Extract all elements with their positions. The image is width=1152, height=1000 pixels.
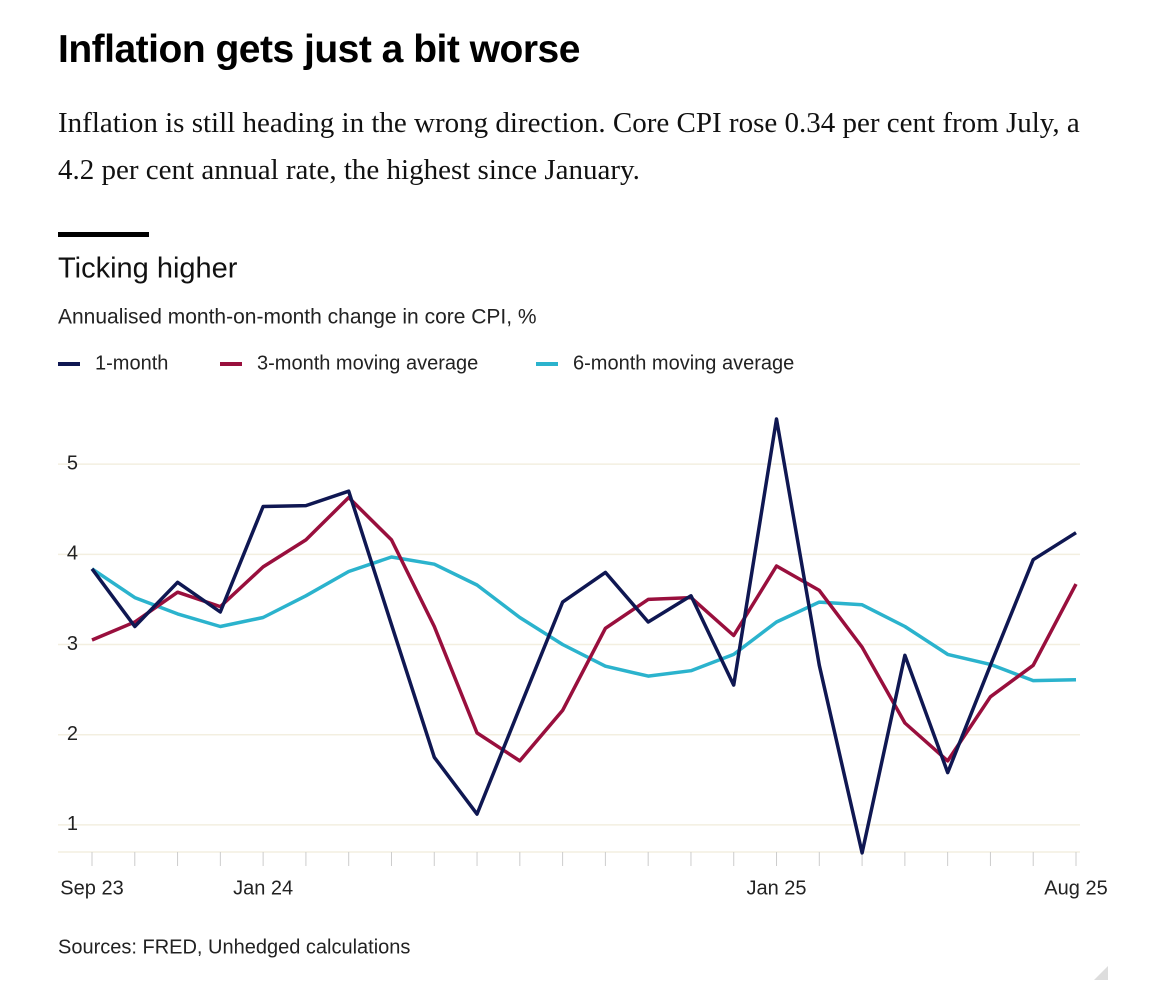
legend-label: 3-month moving average bbox=[257, 352, 478, 374]
x-tick-label: Jan 25 bbox=[746, 877, 806, 899]
deck: Inflation is still heading in the wrong … bbox=[58, 107, 1080, 186]
legend-label: 6-month moving average bbox=[573, 352, 794, 374]
legend-label: 1-month bbox=[95, 352, 168, 374]
series-line bbox=[91, 555, 1077, 683]
y-tick-label: 3 bbox=[67, 633, 78, 655]
y-tick-label: 2 bbox=[67, 723, 78, 745]
chart-title: Ticking higher bbox=[58, 253, 238, 285]
series-line bbox=[90, 417, 1077, 855]
title-rule bbox=[58, 232, 149, 237]
x-tick-label: Jan 24 bbox=[233, 877, 293, 899]
x-tick-label: Aug 25 bbox=[1044, 877, 1107, 899]
series-line bbox=[91, 495, 1078, 763]
corner-mark bbox=[1094, 966, 1108, 980]
source: Sources: FRED, Unhedged calculations bbox=[58, 936, 410, 958]
x-tick-label: Sep 23 bbox=[60, 877, 123, 899]
y-tick-label: 4 bbox=[67, 543, 78, 565]
y-tick-label: 1 bbox=[67, 813, 78, 835]
headline: Inflation gets just a bit worse bbox=[58, 28, 580, 71]
chart-subtitle: Annualised month-on-month change in core… bbox=[58, 306, 537, 329]
y-tick-label: 5 bbox=[67, 452, 78, 474]
